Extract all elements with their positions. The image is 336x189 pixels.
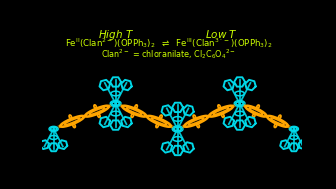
Text: Clan$^{2-}$ = chloranilate, Cl$_2$C$_6$O$_4$$^{2-}$: Clan$^{2-}$ = chloranilate, Cl$_2$C$_6$O… [101, 47, 236, 61]
Text: $\mathit{High\ T}$: $\mathit{High\ T}$ [97, 28, 134, 42]
Text: $\mathit{Low\ T}$: $\mathit{Low\ T}$ [205, 28, 238, 40]
Text: Fe$^{\rm II}$(Clan$^{2-}$)(OPPh$_3$)$_2$  $\rightleftharpoons$  Fe$^{\rm III}$(C: Fe$^{\rm II}$(Clan$^{2-}$)(OPPh$_3$)$_2$… [65, 36, 272, 50]
